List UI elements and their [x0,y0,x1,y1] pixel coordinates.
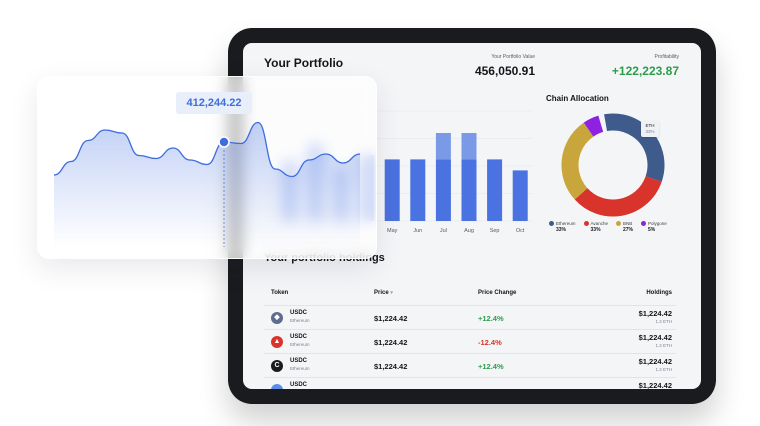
legend-label: Polygone [647,221,667,226]
bar[interactable] [410,159,426,221]
floating-value-card: 412,244.22 [37,76,377,259]
area-fill [54,122,360,247]
donut-slice-ethereum[interactable] [561,113,665,217]
holdings-value: $1,224.42 [638,381,672,389]
portfolio-area-chart [53,121,361,247]
donut-highlight-tooltip: ETH 33% [641,121,659,137]
table-row[interactable]: ◆ USDC Ethereum $1,224.42 +12.4% $1,224.… [264,305,676,329]
legend-pct: 33% [556,227,567,233]
portfolio-value: 456,050.91 [474,64,535,78]
page-title: Your Portfolio [264,56,344,70]
holdings-value: $1,224.42 [638,309,672,318]
donut-hole [579,131,647,199]
profitability-label: Profitability [654,54,679,60]
table-row[interactable]: C USDC Ethereum $1,224.42 +12.4% $1,224.… [264,353,676,377]
x-tick-label: Jun [413,228,422,234]
column-header-price[interactable]: Price ▾ [374,290,393,296]
token-name: USDC [290,334,308,340]
holdings-value: $1,224.42 [638,357,672,366]
donut-legend: Ethereum 33% Avanche 33% BNB 27% Polygon… [549,221,667,233]
token-chain: Ethereum [290,366,310,371]
token-price: $1,224.42 [374,314,408,323]
legend-pct: 33% [590,227,601,233]
x-tick-label: Sep [490,228,500,234]
token-name: USDC [290,358,308,364]
legend-item: Ethereum 33% [549,221,576,233]
token-price: $1,224.42 [374,362,408,371]
legend-label: BNB [622,221,633,226]
token-name: USDC [290,310,308,316]
holdings-table-header: Token Price ▾ Price Change Holdings [264,290,676,304]
profitability-stat: Profitability +122,223.87 [603,54,679,80]
legend-item: Avanche 33% [583,221,608,233]
holdings-value: $1,224.42 [638,333,672,342]
legend-pct: 5% [647,227,656,233]
token-chain: Ethereum [290,318,310,323]
column-header-price-label: Price [374,290,389,296]
portfolio-value-label: Your Portfolio Value [491,54,535,60]
x-tick-label: May [387,228,398,234]
holdings-cell: $1,224.42 1.2 ETH [639,333,672,348]
hover-point[interactable] [218,136,230,148]
bar[interactable] [487,159,503,221]
legend-label: Avanche [590,221,608,226]
x-tick-label: Oct [516,228,525,234]
x-tick-label: Aug [464,228,474,234]
chart-hover-tooltip: 412,244.22 [176,92,252,114]
token-price: $1,224.42 [374,338,408,347]
holdings-amount: 1.2 ETH [655,343,672,348]
column-header-token[interactable]: Token [271,290,289,296]
legend-dot [615,221,621,226]
portfolio-value-stat: Your Portfolio Value 456,050.91 [468,54,535,80]
legend-pct: 27% [622,227,633,233]
coin-icon: C [271,360,283,372]
avalanche-icon: ▲ [271,336,283,348]
legend-item: Polygone 5% [640,221,667,233]
sort-down-icon: ▾ [390,290,393,296]
chain-allocation-donut [561,113,665,217]
holdings-amount: 1.2 ETH [655,319,672,324]
token-chain: Ethereum [290,342,310,347]
holdings-amount: 1.2 ETH [655,367,672,372]
legend-item: BNB 27% [615,221,633,233]
table-row[interactable]: USDC $1,224.42 [264,377,676,389]
price-change: +12.4% [478,314,504,323]
bar[interactable] [435,159,451,221]
profitability-value: +122,223.87 [611,64,679,78]
donut-slice-avanche[interactable] [561,113,665,217]
ethereum-icon: ◆ [271,312,283,324]
donut-slice-bnb[interactable] [561,113,665,217]
bar[interactable] [512,170,528,221]
chain-allocation-title: Chain Allocation [546,94,609,103]
holdings-cell: $1,224.42 [639,381,672,389]
donut-highlight-pct: 33% [645,129,655,134]
table-row[interactable]: ▲ USDC Ethereum $1,224.42 -12.4% $1,224.… [264,329,676,353]
bar-segment[interactable] [435,133,451,160]
column-header-holdings[interactable]: Holdings [646,290,672,296]
price-change: -12.4% [478,338,502,347]
bar[interactable] [461,159,477,221]
price-change: +12.4% [478,362,504,371]
bar[interactable] [384,159,400,221]
coin-icon [271,384,283,389]
legend-dot [640,221,646,226]
holdings-cell: $1,224.42 1.2 ETH [639,309,672,324]
x-tick-label: Jul [440,228,447,234]
holdings-cell: $1,224.42 1.2 ETH [639,357,672,372]
token-name: USDC [290,382,308,388]
donut-highlight-label: ETH [645,123,655,128]
legend-label: Ethereum [556,221,576,226]
legend-dot [549,221,554,226]
bar-segment[interactable] [461,133,477,160]
area-line [53,121,361,178]
legend-dot [583,221,589,226]
column-header-change[interactable]: Price Change [478,290,517,296]
